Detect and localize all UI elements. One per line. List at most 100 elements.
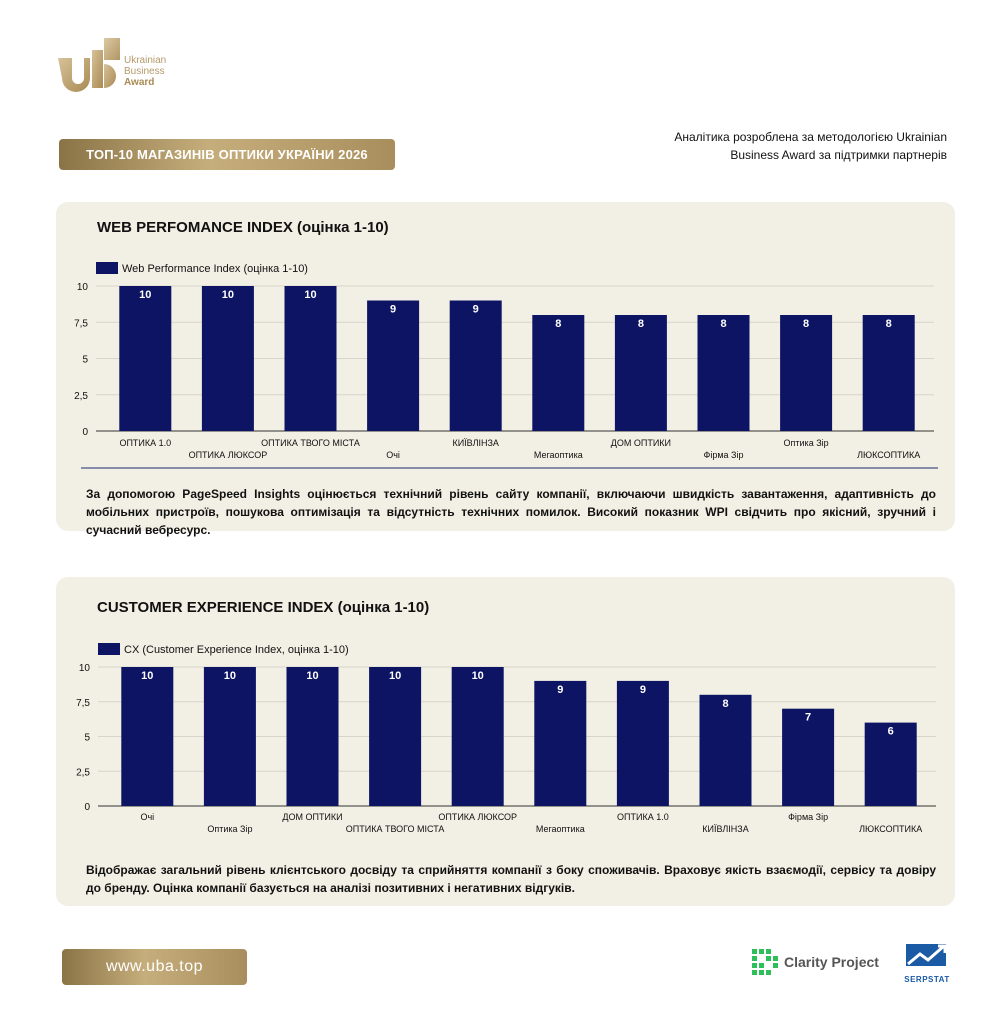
logo-text: Ukrainian Business Award: [124, 55, 166, 88]
cx-description: Відображає загальний рівень клієнтського…: [86, 863, 936, 895]
wpi-bar-value-label: 8: [886, 318, 892, 330]
cx-category-label: ЛЮКСОПТИКА: [859, 824, 922, 834]
wpi-category-label: КИЇВЛІНЗА: [452, 438, 498, 448]
wpi-bar: [449, 300, 502, 431]
cx-bar-value-label: 9: [640, 684, 646, 696]
wpi-category-label: ОПТИКА ЛЮКСОР: [189, 450, 268, 460]
cx-bar-value-label: 8: [722, 698, 728, 710]
cx-bar: [864, 722, 917, 806]
wpi-bar-value-label: 8: [803, 318, 809, 330]
wpi-bar: [367, 300, 420, 431]
cx-bar: [203, 667, 256, 806]
cx-category-label: ОПТИКА ЛЮКСОР: [438, 812, 517, 822]
wpi-chart: Web Performance Index (оцінка 1-10) 0 2,5 5…: [74, 262, 938, 469]
wpi-ytick-label: 5: [82, 355, 88, 366]
wpi-category-label: ДОМ ОПТИКИ: [611, 438, 671, 448]
wpi-bar: [697, 315, 750, 431]
logo-line-3: Award: [124, 77, 155, 88]
wpi-panel: WEB PERFOMANCE INDEX (оцінка 1-10) Web P…: [56, 202, 955, 537]
cx-panel: CUSTOMER EXPERIENCE INDEX (оцінка 1-10) …: [56, 577, 955, 906]
serpstat-logo: SERPSTAT: [898, 940, 956, 984]
cx-bar: [699, 694, 752, 806]
page-title-badge: ТОП-10 МАГАЗИНІВ ОПТИКИ УКРАЇНИ 2026: [59, 139, 395, 170]
cx-bar: [121, 667, 174, 806]
cx-bar-value-label: 10: [141, 670, 153, 682]
cx-bar: [782, 708, 835, 806]
cx-category-label: КИЇВЛІНЗА: [702, 824, 748, 834]
wpi-bar: [780, 315, 833, 431]
wpi-legend-swatch: [96, 262, 118, 274]
cx-bar: [451, 667, 504, 806]
logo-line-1: Ukrainian: [124, 55, 167, 66]
cx-bar-value-label: 7: [805, 712, 811, 724]
cx-bar-value-label: 6: [888, 726, 894, 738]
wpi-bar: [614, 315, 667, 431]
uba-logo: [56, 36, 196, 92]
cx-bar-value-label: 10: [389, 670, 401, 682]
cx-bar-value-label: 10: [306, 670, 318, 682]
wpi-legend: Web Performance Index (оцінка 1-10): [96, 262, 308, 275]
cx-legend-label: CX (Customer Experience Index, оцінка 1-…: [124, 644, 349, 656]
wpi-chart-title: WEB PERFOMANCE INDEX (оцінка 1-10): [97, 219, 389, 236]
wpi-ytick-label: 10: [77, 282, 89, 293]
cx-category-label: Очі: [140, 812, 154, 822]
cx-ytick-label: 10: [79, 663, 91, 674]
wpi-bar-value-label: 9: [390, 304, 396, 316]
cx-chart-title: CUSTOMER EXPERIENCE INDEX (оцінка 1-10): [97, 599, 430, 616]
wpi-bar: [862, 315, 915, 431]
cx-ytick-label: 5: [84, 733, 90, 744]
cx-category-label: Фірма Зір: [788, 812, 828, 822]
cx-bar: [369, 667, 422, 806]
clarity-project-label: Clarity Project: [784, 954, 879, 970]
cx-bar: [286, 667, 339, 806]
wpi-category-label: Фірма Зір: [704, 450, 744, 460]
cx-category-label: Оптика Зір: [207, 824, 252, 834]
wpi-category-label: ОПТИКА ТВОГО МІСТА: [261, 438, 360, 448]
cx-category-label: ДОМ ОПТИКИ: [282, 812, 342, 822]
wpi-ytick-label: 0: [82, 427, 88, 438]
serpstat-icon: [906, 944, 947, 966]
website-link[interactable]: www.uba.top: [62, 949, 247, 985]
wpi-ytick-label: 7,5: [74, 318, 88, 329]
wpi-bar-value-label: 8: [555, 318, 561, 330]
wpi-description: За допомогою PageSpeed Insights оцінюєть…: [86, 487, 936, 537]
clarity-grid-icon: [752, 949, 778, 975]
serpstat-label: SERPSTAT: [904, 975, 950, 984]
clarity-project-logo: Clarity Project: [752, 947, 879, 977]
cx-legend: CX (Customer Experience Index, оцінка 1-…: [98, 643, 349, 656]
attribution-line-2: Business Award за підтримки партнерів: [730, 148, 947, 162]
attribution-line-1: Аналітика розроблена за методологією Ukr…: [674, 130, 947, 144]
wpi-legend-label: Web Performance Index (оцінка 1-10): [122, 263, 308, 275]
uba-logo-icon: [58, 38, 120, 92]
wpi-bar: [284, 286, 337, 431]
cx-category-label: ОПТИКА 1.0: [617, 812, 669, 822]
cx-chart: CX (Customer Experience Index, оцінка 1-…: [76, 643, 936, 834]
wpi-bar-value-label: 9: [473, 304, 479, 316]
cx-bar-value-label: 9: [557, 684, 563, 696]
logo-line-2: Business: [124, 66, 165, 77]
cx-ytick-label: 2,5: [76, 767, 90, 778]
attribution-text: Аналітика розроблена за методологією Ukr…: [627, 128, 947, 164]
cx-bar-value-label: 10: [472, 670, 484, 682]
cx-bar: [616, 680, 669, 806]
cx-bar: [534, 680, 587, 806]
wpi-bar: [532, 315, 585, 431]
wpi-bar: [201, 286, 254, 431]
wpi-bar-value-label: 8: [720, 318, 726, 330]
wpi-category-label: ЛЮКСОПТИКА: [857, 450, 920, 460]
wpi-bar-value-label: 10: [139, 289, 151, 301]
wpi-category-label: Оптика Зір: [784, 438, 829, 448]
cx-category-label: ОПТИКА ТВОГО МІСТА: [346, 824, 445, 834]
wpi-category-label: Мегаоптика: [534, 450, 583, 460]
wpi-category-label: ОПТИКА 1.0: [119, 438, 171, 448]
cx-bar-value-label: 10: [224, 670, 236, 682]
cx-ytick-label: 0: [84, 802, 90, 813]
wpi-bar-value-label: 8: [638, 318, 644, 330]
cx-legend-swatch: [98, 643, 120, 655]
cx-ytick-label: 7,5: [76, 698, 90, 709]
wpi-category-label: Очі: [386, 450, 400, 460]
wpi-bar-value-label: 10: [222, 289, 234, 301]
wpi-bar-value-label: 10: [304, 289, 316, 301]
cx-category-label: Мегаоптика: [536, 824, 585, 834]
wpi-ytick-label: 2,5: [74, 391, 88, 402]
